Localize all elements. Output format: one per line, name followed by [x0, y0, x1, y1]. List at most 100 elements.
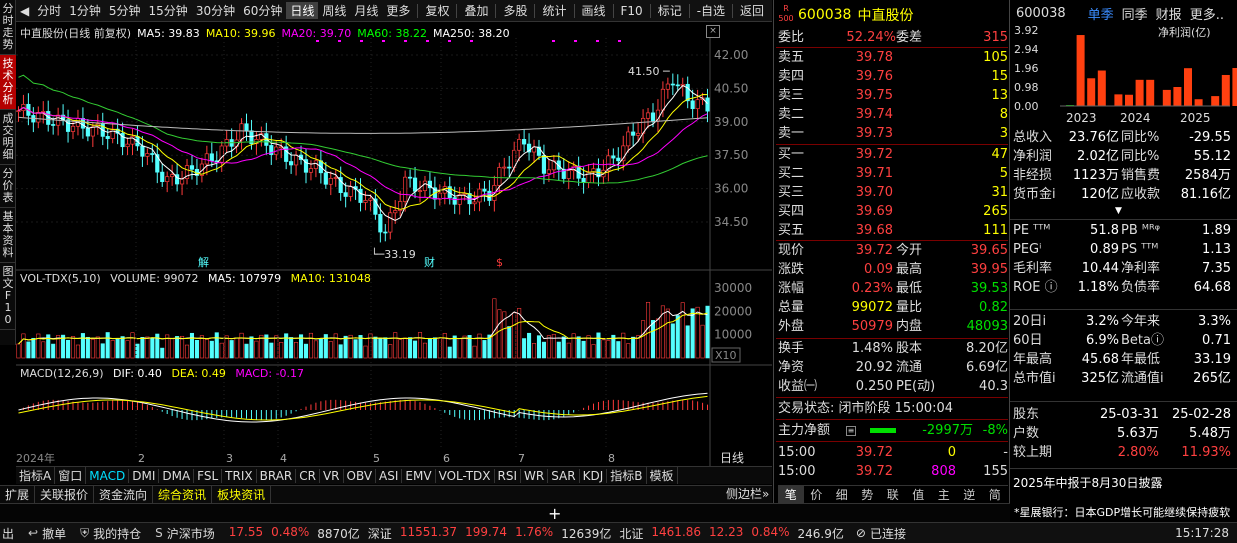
- stat-value: 39.95: [970, 262, 1008, 277]
- fin-label: 年最低: [1121, 352, 1161, 367]
- stat-value: 39.72: [855, 243, 893, 258]
- status-item-0[interactable]: 出: [2, 526, 15, 541]
- quote-tab-1[interactable]: 价: [810, 488, 823, 502]
- quote-tab-6[interactable]: 主: [937, 488, 950, 502]
- info-tab-2[interactable]: 资金流向: [94, 486, 154, 503]
- info-tab-1[interactable]: 关联报价: [35, 486, 95, 503]
- candle-body: [244, 123, 249, 132]
- net-profit-chart: 3.92 2.94 1.96 0.98 0.00 净利润(亿) 2023 2024 2025: [1014, 24, 1237, 125]
- divider: [1009, 0, 1010, 503]
- left-tab-0[interactable]: 分时走势: [0, 0, 16, 55]
- indicator-tab-0[interactable]: 指标A: [16, 467, 56, 484]
- quote-tab-2[interactable]: 细: [835, 488, 848, 502]
- status-item-1[interactable]: 撤单: [42, 526, 67, 541]
- tool-1[interactable]: 叠加: [464, 4, 489, 18]
- toolbar-back-icon[interactable]: ◀: [20, 3, 30, 18]
- tool-8[interactable]: 返回: [740, 4, 765, 18]
- weicha-value: 315: [983, 30, 1008, 45]
- quote-tab-3[interactable]: 势: [861, 488, 874, 502]
- tool-7[interactable]: -自选: [696, 4, 726, 18]
- info-tab-4[interactable]: 板块资讯: [212, 486, 272, 503]
- tool-4[interactable]: 画线: [581, 4, 606, 18]
- fin-tab-1[interactable]: 同季: [1121, 7, 1148, 23]
- period-3[interactable]: 15分钟: [148, 4, 188, 18]
- indicator-tab-2[interactable]: MACD: [86, 468, 130, 483]
- volume-bar: [546, 335, 551, 359]
- info-tab-0[interactable]: 扩展: [0, 486, 36, 503]
- indicator-tab-11[interactable]: ASI: [376, 468, 403, 483]
- left-tab-4[interactable]: 基本资料: [0, 208, 16, 263]
- tool-5[interactable]: F10: [620, 3, 643, 18]
- fin-tab-2[interactable]: 财报: [1155, 7, 1182, 23]
- quote-tab-7[interactable]: 逆: [963, 488, 976, 502]
- period-6[interactable]: 日线: [286, 2, 319, 19]
- tick-time: 15:00: [778, 464, 816, 479]
- kline-chart[interactable]: 42.00 40.50 39.00 37.50 36.00 34.50 41.50 ─ └─3…: [16, 38, 772, 466]
- tool-0[interactable]: 复权: [425, 4, 450, 18]
- volume-bar: [274, 335, 279, 359]
- period-1[interactable]: 1分钟: [69, 4, 101, 18]
- status-item-2[interactable]: 我的持仓: [93, 526, 142, 541]
- volume-bar: [56, 335, 61, 359]
- indicator-tab-18[interactable]: 指标B: [607, 467, 647, 484]
- volume-bar: [170, 337, 175, 359]
- indicator-tab-8[interactable]: CR: [296, 468, 320, 483]
- indicator-tab-4[interactable]: DMA: [159, 468, 195, 483]
- indicator-tab-9[interactable]: VR: [320, 468, 344, 483]
- stat-label: 股本: [896, 341, 923, 356]
- indicator-tab-1[interactable]: 窗口: [55, 467, 87, 484]
- vol-tick: 10000: [714, 328, 752, 342]
- indicator-tab-17[interactable]: KDJ: [580, 468, 608, 483]
- sidebar-toggle[interactable]: 侧边栏»: [726, 487, 770, 501]
- stat-row-0: 现价 39.72 今开 39.65: [778, 241, 1008, 260]
- indicator-tab-10[interactable]: OBV: [344, 468, 377, 483]
- indicator-tab-19[interactable]: 模板: [647, 467, 678, 484]
- fin-tab-3[interactable]: 更多..: [1189, 7, 1224, 23]
- indicator-tab-15[interactable]: WR: [521, 468, 549, 483]
- news-ticker[interactable]: *星展银行：日本GDP增长可能继续保持疲软: [1014, 506, 1231, 519]
- event-marker[interactable]: 财: [424, 255, 435, 269]
- event-marker[interactable]: 解: [198, 255, 209, 269]
- period-8[interactable]: 月线: [354, 4, 379, 18]
- quote-tab-4[interactable]: 联: [886, 488, 899, 502]
- info-tab-3[interactable]: 综合资讯: [153, 486, 213, 503]
- period-2[interactable]: 5分钟: [108, 4, 141, 18]
- add-icon[interactable]: +: [548, 503, 562, 523]
- quote-tab-5[interactable]: 值: [912, 488, 925, 502]
- left-tab-2[interactable]: 成交明细: [0, 110, 16, 165]
- left-tab-3[interactable]: 分价表: [0, 165, 16, 208]
- tool-3[interactable]: 统计: [542, 4, 567, 18]
- left-tab-1[interactable]: 技术分析: [0, 55, 16, 110]
- indicator-tab-7[interactable]: BRAR: [257, 468, 297, 483]
- tool-6[interactable]: 标记: [657, 4, 682, 18]
- event-marker[interactable]: $: [496, 256, 503, 269]
- indicator-tab-5[interactable]: FSL: [194, 468, 223, 483]
- divider: [776, 338, 1008, 339]
- indicator-tab-3[interactable]: DMI: [129, 468, 160, 483]
- period-5[interactable]: 60分钟: [243, 4, 283, 18]
- chart-close-icon[interactable]: ×: [706, 25, 720, 38]
- quote-tab-0[interactable]: 笔: [778, 486, 804, 503]
- quote-tab-8[interactable]: 简: [988, 488, 1001, 502]
- status-item-3[interactable]: 沪深市场: [166, 526, 215, 541]
- period-0[interactable]: 分时: [37, 4, 62, 18]
- volume-bar: [685, 325, 690, 359]
- indicator-tab-16[interactable]: SAR: [548, 468, 580, 483]
- tool-2[interactable]: 多股: [503, 4, 528, 18]
- indicator-tab-6[interactable]: TRIX: [222, 468, 257, 483]
- fin-tab-0[interactable]: 单季: [1087, 7, 1114, 23]
- tick-row-0: 15:00 39.72 0 -: [778, 443, 1008, 462]
- period-7[interactable]: 周线: [322, 4, 347, 18]
- volume-bar: [348, 334, 353, 359]
- indicator-tab-13[interactable]: VOL-TDX: [436, 468, 495, 483]
- chevron-down-icon[interactable]: ▼: [1115, 206, 1122, 216]
- price-tick: 42.00: [714, 48, 748, 62]
- period-9[interactable]: 更多: [386, 4, 411, 18]
- flow-icon[interactable]: ≡: [846, 426, 856, 436]
- period-4[interactable]: 30分钟: [195, 4, 236, 18]
- dif-line: [18, 392, 708, 423]
- indicator-tab-14[interactable]: RSI: [495, 468, 522, 483]
- indicator-tab-12[interactable]: EMV: [402, 468, 436, 483]
- volume-bar: [189, 332, 195, 359]
